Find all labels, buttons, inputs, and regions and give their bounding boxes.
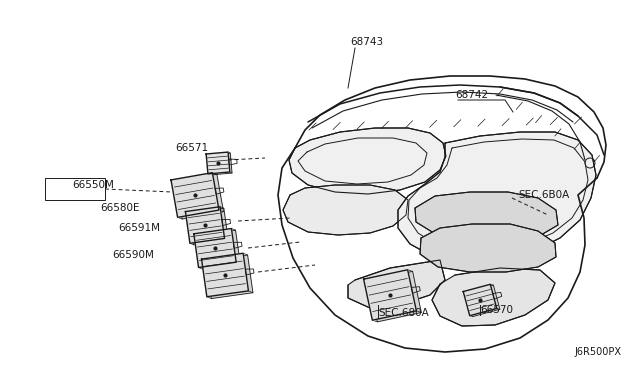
Text: SEC.6B0A: SEC.6B0A — [518, 190, 569, 200]
Polygon shape — [364, 270, 417, 320]
Polygon shape — [206, 255, 253, 299]
Polygon shape — [467, 285, 500, 317]
Text: 66571: 66571 — [175, 143, 208, 153]
Text: 66550M: 66550M — [72, 180, 114, 190]
Polygon shape — [209, 153, 232, 175]
Polygon shape — [198, 230, 240, 269]
Polygon shape — [289, 128, 446, 194]
Text: 68742: 68742 — [455, 90, 488, 100]
Polygon shape — [189, 208, 228, 245]
Polygon shape — [206, 152, 230, 174]
Polygon shape — [171, 173, 219, 217]
Polygon shape — [202, 253, 248, 297]
Polygon shape — [369, 272, 421, 322]
Polygon shape — [175, 174, 223, 219]
Polygon shape — [348, 260, 445, 308]
Polygon shape — [432, 268, 555, 326]
Text: 66570: 66570 — [480, 305, 513, 315]
Polygon shape — [463, 284, 497, 316]
Polygon shape — [420, 224, 556, 272]
Text: 66590M: 66590M — [112, 250, 154, 260]
Polygon shape — [283, 185, 408, 235]
Text: J6R500PX: J6R500PX — [574, 347, 621, 357]
Bar — [45, 178, 105, 200]
Text: 68743: 68743 — [350, 37, 383, 47]
Polygon shape — [415, 192, 558, 240]
Polygon shape — [398, 132, 596, 262]
Text: 66591M: 66591M — [118, 223, 160, 233]
Text: SEC.680A: SEC.680A — [378, 308, 429, 318]
Polygon shape — [194, 228, 236, 267]
Polygon shape — [186, 207, 225, 243]
Text: 66580E: 66580E — [100, 203, 140, 213]
